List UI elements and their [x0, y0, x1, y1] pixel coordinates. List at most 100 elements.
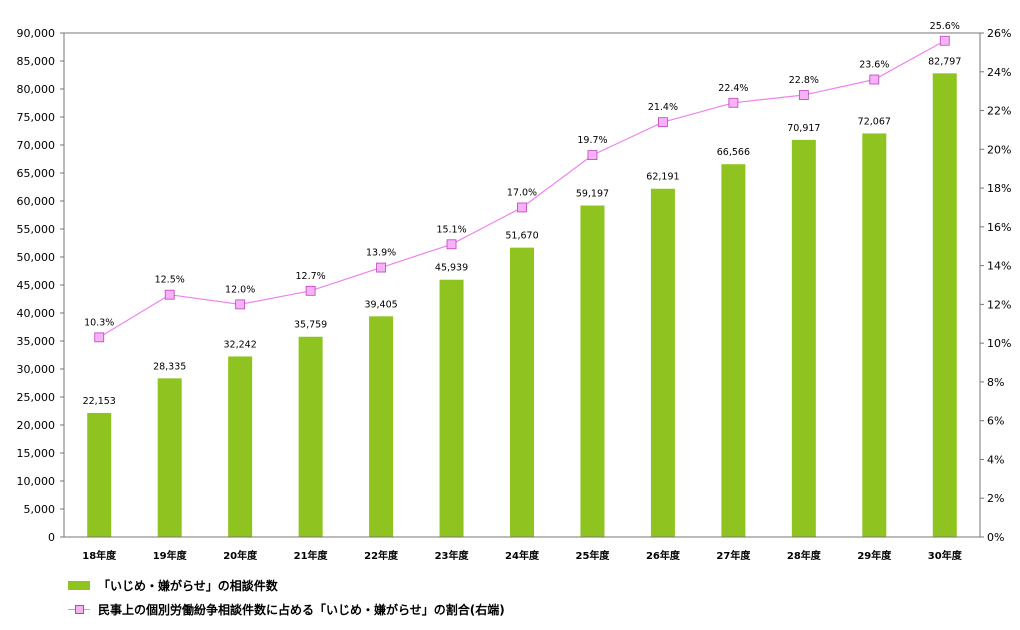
category-label: 30年度 — [928, 549, 963, 562]
line-point — [869, 74, 880, 85]
bar-value-label: 70,917 — [787, 123, 820, 134]
bar — [228, 356, 253, 537]
bar — [791, 139, 816, 537]
right-tick-label: 0% — [987, 531, 1004, 544]
bar-series — [87, 73, 957, 538]
right-axis-ticks: 0% 2% 4% 6% 8% 10% 12% 14% 16% 18% 20% 22% 24% 26% — [980, 27, 1011, 544]
bar-value-label: 51,670 — [505, 231, 538, 242]
line-point — [939, 35, 950, 46]
right-tick-label: 4% — [987, 453, 1004, 466]
right-tick-label: 2% — [987, 492, 1004, 505]
right-tick-label: 8% — [987, 376, 1004, 389]
line-point — [587, 150, 598, 161]
line-value-label: 12.7% — [296, 271, 326, 282]
right-tick-label: 18% — [987, 182, 1011, 195]
bar-value-label: 35,759 — [294, 320, 327, 331]
line-point — [517, 202, 527, 213]
right-tick-label: 26% — [987, 27, 1011, 40]
bar — [369, 316, 394, 537]
left-axis-ticks: 0 5,000 10,000 15,000 20,000 25,000 30,000 35,0… — [17, 27, 64, 544]
legend-line-swatch — [68, 604, 90, 614]
category-label: 23年度 — [435, 549, 470, 562]
category-label: 28年度 — [787, 549, 822, 562]
left-tick-label: 15,000 — [17, 447, 56, 460]
category-label: 25年度 — [576, 549, 611, 562]
line-point — [235, 299, 246, 310]
right-tick-label: 6% — [987, 415, 1004, 428]
line-point — [305, 285, 316, 296]
line-point — [164, 289, 175, 300]
left-tick-label: 55,000 — [17, 223, 56, 236]
bar — [87, 412, 112, 537]
line-series — [94, 35, 950, 343]
category-label: 26年度 — [646, 549, 681, 562]
bar-value-label: 28,335 — [153, 361, 186, 372]
right-tick-label: 20% — [987, 143, 1011, 156]
line-point — [446, 239, 457, 250]
category-label: 20年度 — [223, 549, 258, 562]
bar — [862, 133, 887, 537]
category-label: 21年度 — [294, 549, 329, 562]
right-tick-label: 24% — [987, 66, 1011, 79]
legend-line-label: 民事上の個別労働紛争相談件数に占める「いじめ・嫌がらせ」の割合(右端) — [98, 602, 505, 617]
bar — [580, 205, 605, 537]
bar-value-label: 66,566 — [717, 147, 750, 158]
line-value-label: 23.6% — [859, 60, 889, 71]
bar-value-label: 82,797 — [928, 56, 961, 67]
left-tick-label: 35,000 — [17, 335, 56, 348]
category-label: 19年度 — [153, 549, 188, 562]
right-tick-label: 16% — [987, 221, 1011, 234]
line-data-labels: 10.3% 12.5% 12.0% 12.7% 13.9% 15.1% 17.0% 19.7%… — [84, 21, 960, 329]
left-tick-label: 75,000 — [17, 111, 56, 124]
line-point — [658, 117, 668, 128]
legend: 「いじめ・嫌がらせ」の相談件数 民事上の個別労働紛争相談件数に占める「いじめ・嫌… — [68, 573, 505, 621]
line-point — [376, 262, 386, 273]
line-point — [728, 97, 739, 108]
line-point — [798, 90, 809, 100]
bar — [510, 247, 534, 537]
bar-value-label: 72,067 — [858, 116, 891, 127]
bar — [721, 164, 746, 537]
left-tick-label: 0 — [48, 531, 55, 544]
right-tick-label: 12% — [987, 298, 1011, 311]
left-tick-label: 5,000 — [24, 503, 56, 516]
bar — [439, 279, 464, 537]
line-value-label: 22.4% — [718, 83, 748, 94]
bar — [932, 73, 957, 538]
left-tick-label: 45,000 — [17, 279, 56, 292]
left-tick-label: 20,000 — [17, 419, 56, 432]
category-label: 24年度 — [505, 549, 540, 562]
bar-value-label: 62,191 — [646, 172, 679, 183]
left-tick-label: 85,000 — [17, 55, 56, 68]
bar-value-label: 39,405 — [364, 299, 397, 310]
bar-value-label: 22,153 — [83, 396, 116, 407]
left-tick-label: 70,000 — [17, 139, 56, 152]
right-tick-label: 22% — [987, 105, 1011, 118]
category-label: 29年度 — [857, 549, 892, 562]
right-tick-label: 10% — [987, 337, 1011, 350]
plot-frame — [63, 32, 981, 538]
bar-data-labels: 22,153 28,335 32,242 35,759 39,405 45,939 51,6… — [83, 56, 962, 407]
legend-item-bar: 「いじめ・嫌がらせ」の相談件数 — [68, 573, 505, 597]
left-tick-label: 80,000 — [17, 83, 56, 96]
left-tick-label: 30,000 — [17, 363, 56, 376]
chart-canvas: 0 5,000 10,000 15,000 20,000 25,000 30,000 35,0… — [17, 21, 1012, 562]
category-label: 18年度 — [82, 549, 117, 562]
left-tick-label: 25,000 — [17, 391, 56, 404]
left-tick-label: 60,000 — [17, 195, 56, 208]
legend-item-line: 民事上の個別労働紛争相談件数に占める「いじめ・嫌がらせ」の割合(右端) — [68, 597, 505, 621]
left-tick-label: 40,000 — [17, 307, 56, 320]
bar-value-label: 32,242 — [224, 339, 257, 350]
bar-value-label: 59,197 — [576, 188, 609, 199]
bar — [157, 378, 182, 537]
left-tick-label: 50,000 — [17, 251, 56, 264]
left-tick-label: 90,000 — [17, 27, 56, 40]
line-value-label: 13.9% — [366, 248, 396, 259]
line-value-label: 19.7% — [577, 135, 607, 146]
line-value-label: 12.5% — [155, 275, 185, 286]
legend-bar-label: 「いじめ・嫌がらせ」の相談件数 — [98, 578, 278, 593]
line-value-label: 17.0% — [507, 187, 537, 198]
legend-bar-swatch — [68, 580, 90, 590]
bar — [298, 336, 323, 537]
right-tick-label: 14% — [987, 260, 1011, 273]
